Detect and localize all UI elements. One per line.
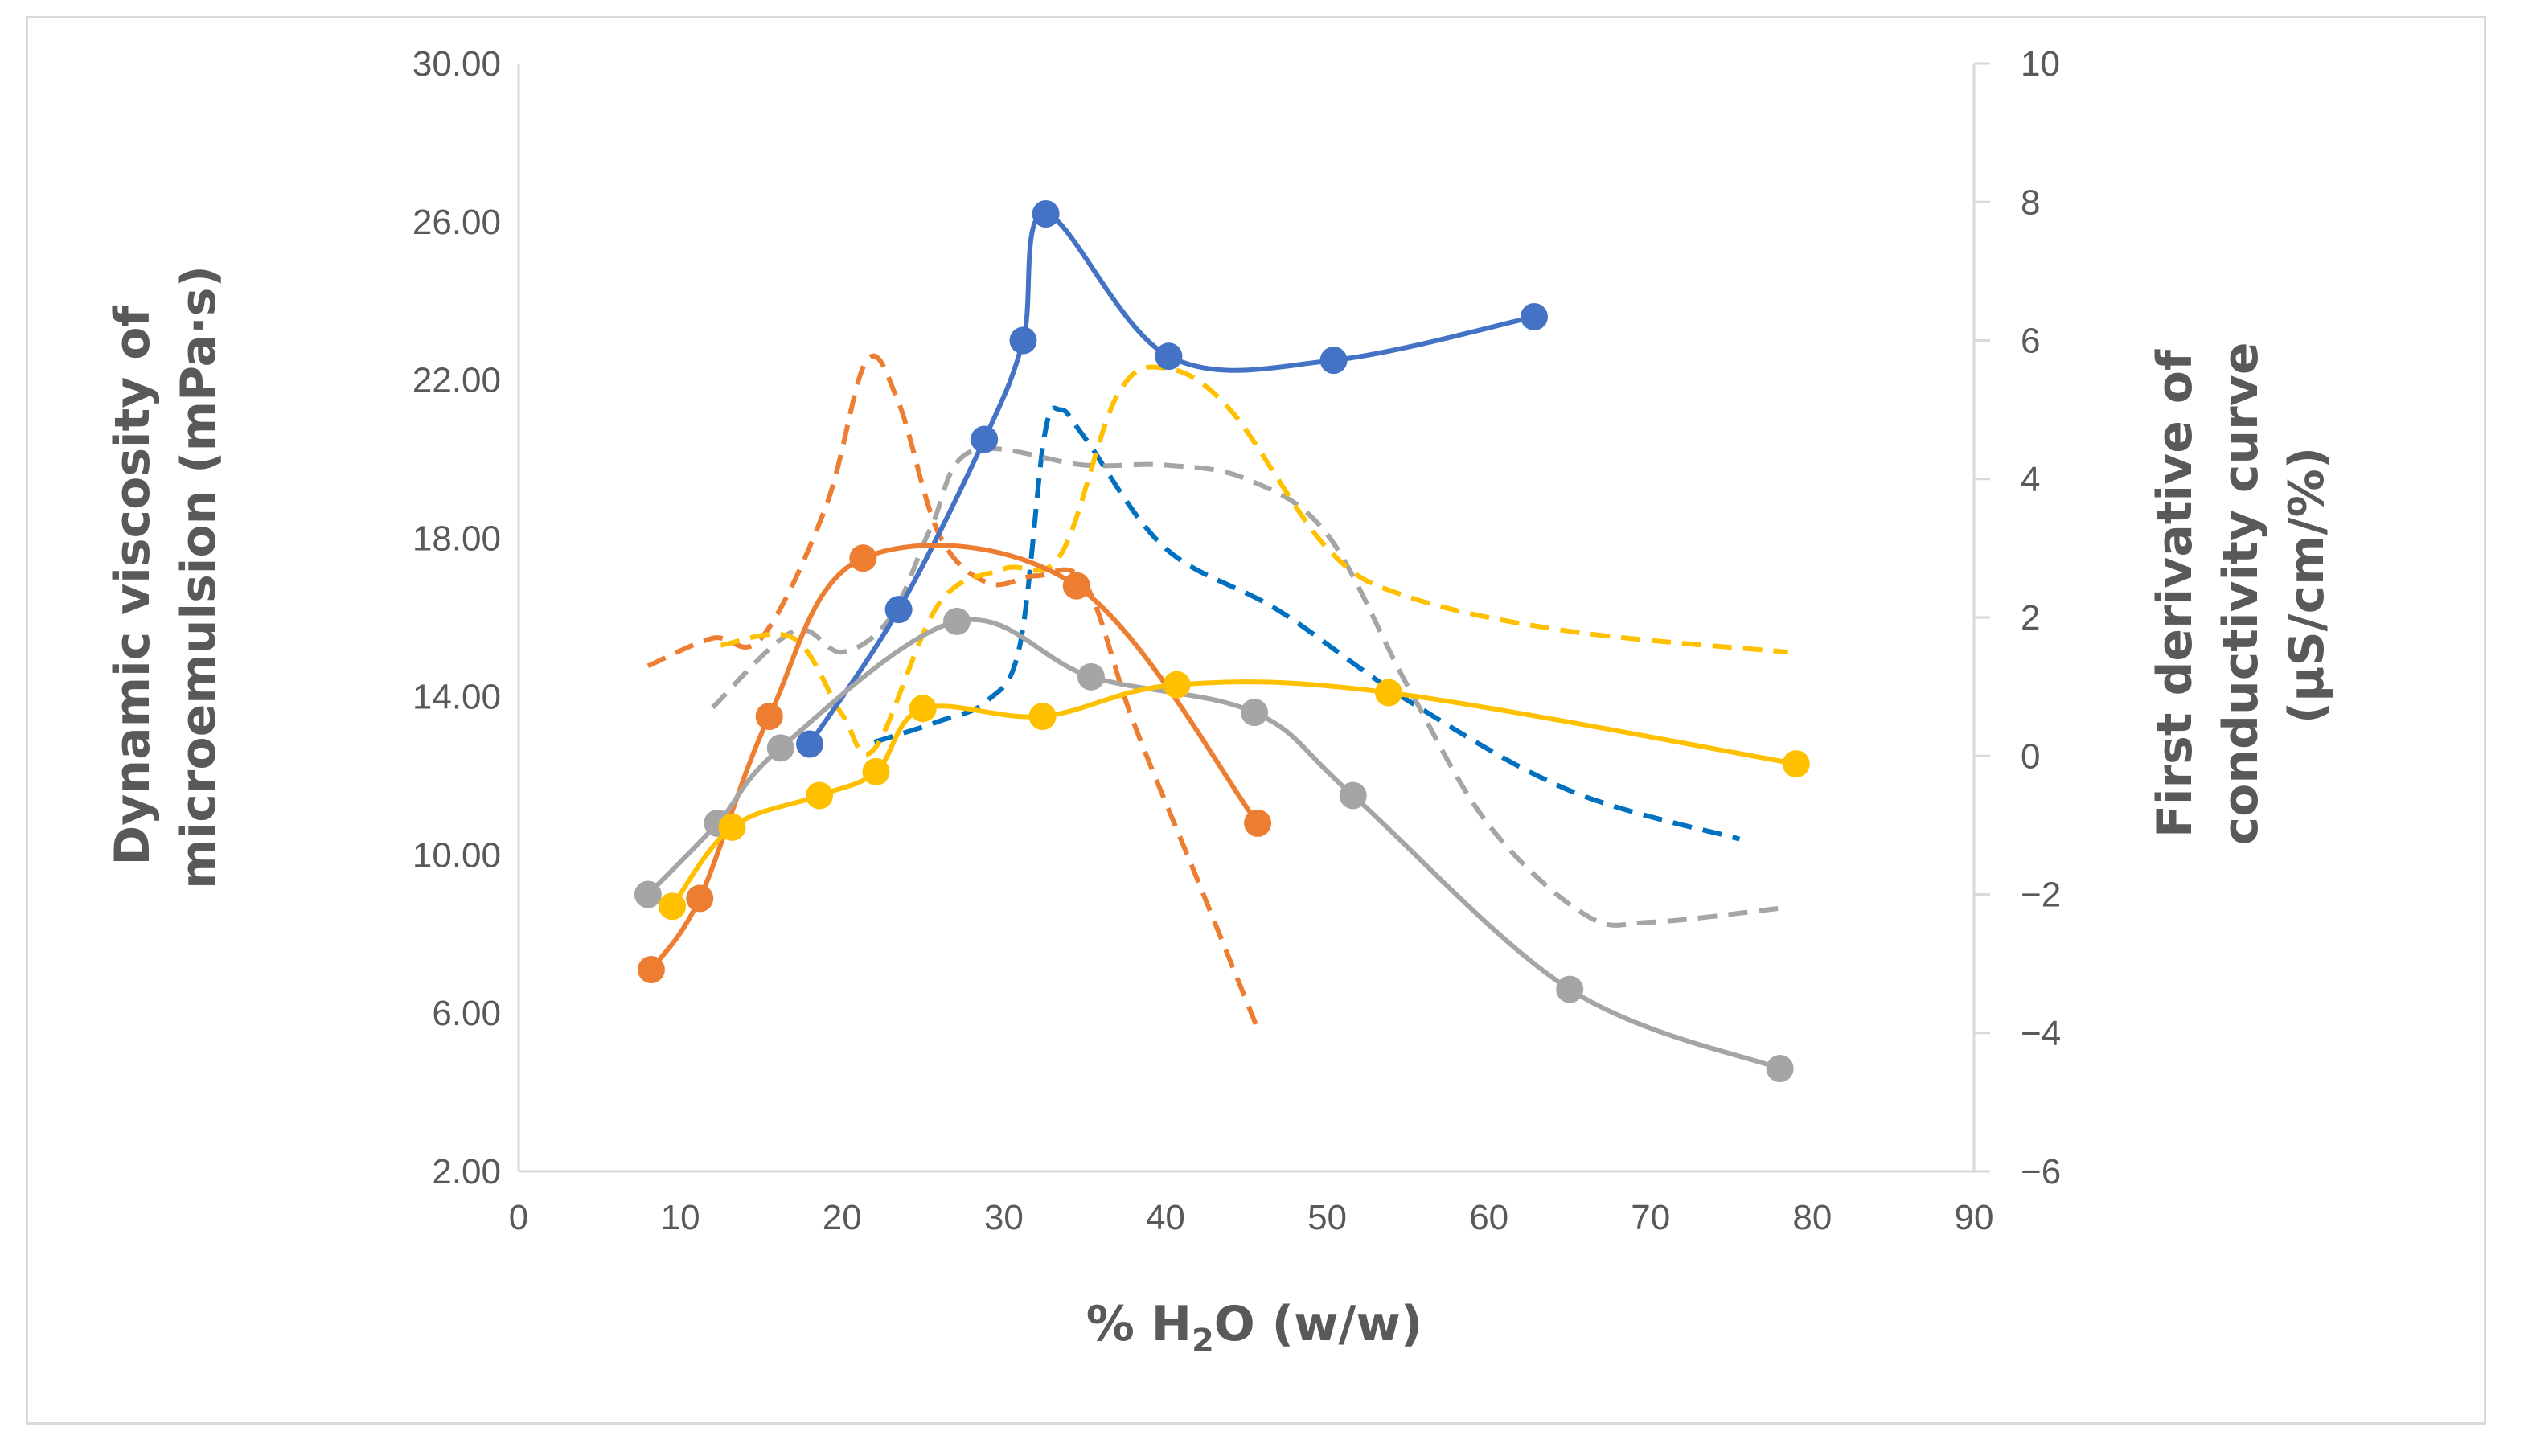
left-y-tick-label: 30.00 (412, 44, 501, 84)
right-y-tick-label: 10 (2021, 44, 2060, 84)
data-point (1028, 703, 1057, 731)
left-y-axis-title: Dynamic viscosity of microemulsion (mPa·… (105, 265, 227, 889)
axes (517, 62, 1990, 1173)
data-point (1155, 342, 1183, 371)
left-y-tick-label: 26.00 (412, 203, 501, 242)
data-point (1374, 679, 1402, 707)
x-tick-label: 10 (661, 1198, 700, 1237)
x-tick-label: 40 (1146, 1198, 1185, 1237)
x-tick-label: 60 (1469, 1198, 1508, 1237)
series-line-gray-viscosity (645, 617, 1783, 1071)
series-yellow-viscosity (659, 671, 1810, 921)
data-point (659, 892, 687, 921)
series-line-blue-conductivity-derivative (873, 405, 1741, 842)
right-y-tick-label: 6 (2021, 322, 2040, 361)
series-line-yellow-conductivity-derivative (720, 364, 1788, 757)
data-point (806, 781, 834, 810)
x-tick-label: 80 (1792, 1198, 1832, 1237)
left-y-tick-label: 18.00 (412, 519, 501, 559)
x-tick-label: 20 (823, 1198, 862, 1237)
left-y-axis-title-line-1: Dynamic viscosity of (105, 305, 161, 865)
chart-frame: 0 10 20 30 40 50 60 70 80 90 2.00 6.00 10.00 14.00 18.… (26, 16, 2486, 1425)
data-point (1339, 781, 1367, 810)
left-y-tick-label: 2.00 (432, 1152, 501, 1191)
data-point (909, 695, 937, 723)
series-gray-conductivity-derivative (711, 445, 1781, 928)
right-y-tick-label: 0 (2021, 736, 2040, 776)
x-tick-label: 70 (1631, 1198, 1670, 1237)
right-y-tick-label: 8 (2021, 183, 2040, 222)
x-tick-label: 30 (984, 1198, 1024, 1237)
x-tick-label: 50 (1307, 1198, 1347, 1237)
x-tick-label: 0 (509, 1198, 528, 1237)
data-point (718, 813, 746, 841)
data-point (1032, 200, 1060, 228)
right-y-tick-label: 4 (2021, 460, 2040, 499)
series-line-yellow-viscosity (670, 679, 1799, 909)
series-yellow-conductivity-derivative (720, 364, 1788, 757)
left-y-tick-label: 6.00 (432, 994, 501, 1033)
data-point (766, 734, 794, 762)
data-point (971, 425, 999, 453)
x-tick-label: 90 (1955, 1198, 1994, 1237)
right-y-tick-label: −6 (2021, 1152, 2061, 1191)
data-point (1241, 699, 1269, 727)
left-y-tick-label: 22.00 (412, 361, 501, 400)
series-orange-viscosity (637, 543, 1272, 984)
data-point (755, 703, 783, 731)
right-y-tick-label: −2 (2021, 876, 2061, 915)
left-y-axis-title-line-2: microemulsion (mPa·s) (170, 265, 227, 889)
right-y-axis-title-line-1: First derivative of (2147, 349, 2203, 838)
left-y-tick-label: 10.00 (412, 835, 501, 875)
data-point (862, 757, 890, 785)
series-blue-viscosity (796, 200, 1548, 758)
tick-labels: 0 10 20 30 40 50 60 70 80 902.006.0010.0014.0018.… (412, 44, 2061, 1237)
x-axis-title: % H2O (w/w) (1086, 1296, 1423, 1360)
data-point (1009, 326, 1037, 355)
data-point (637, 956, 665, 984)
data-point (1766, 1055, 1794, 1083)
right-y-axis-title: First derivative of conductivity curve (… (2147, 326, 2335, 846)
data-point (1319, 347, 1348, 375)
series-layer (634, 200, 1810, 1083)
data-point (849, 544, 877, 572)
series-gray-viscosity (634, 607, 1794, 1083)
left-y-tick-label: 14.00 (412, 677, 501, 716)
series-line-gray-conductivity-derivative (711, 445, 1781, 928)
series-blue-conductivity-derivative (873, 405, 1741, 842)
data-point (1556, 975, 1584, 1003)
data-point (1163, 671, 1191, 699)
data-point (943, 607, 971, 635)
data-point (686, 884, 714, 913)
line-chart: 0 10 20 30 40 50 60 70 80 902.006.0010.0014.0018.… (105, 44, 2335, 1360)
data-point (1062, 572, 1090, 600)
data-point (1520, 302, 1548, 330)
data-point (1782, 750, 1810, 778)
data-point (796, 730, 823, 758)
data-point (884, 596, 913, 624)
right-y-axis-title-line-2: conductivity curve (2213, 342, 2269, 845)
right-y-tick-label: −4 (2021, 1014, 2061, 1053)
data-point (1077, 662, 1105, 691)
right-y-axis-title-line-3: (µS/cm/%) (2279, 447, 2335, 724)
right-y-tick-label: 2 (2021, 598, 2040, 638)
data-point (634, 880, 662, 908)
data-point (1244, 809, 1272, 837)
